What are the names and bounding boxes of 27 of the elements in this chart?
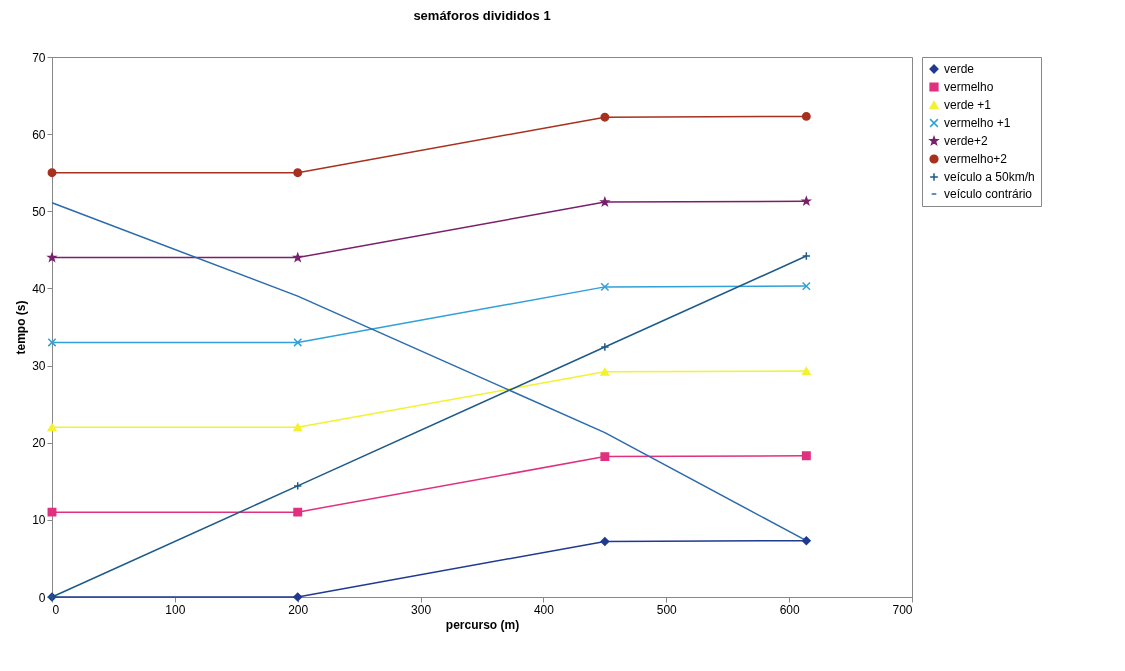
chart-title: semáforos divididos 1 bbox=[413, 8, 551, 23]
x-tick-label: 600 bbox=[779, 602, 800, 617]
x-tick-label: 400 bbox=[533, 602, 555, 617]
y-tick-label: 40 bbox=[32, 281, 46, 296]
legend-label: verde bbox=[944, 62, 975, 76]
y-tick-label: 30 bbox=[32, 359, 46, 374]
legend-label: verde +1 bbox=[944, 98, 992, 112]
legend-label: vermelho+2 bbox=[944, 152, 1008, 166]
y-tick-label: 10 bbox=[32, 513, 46, 528]
y-tick-label: 0 bbox=[38, 590, 46, 605]
legend-label: veículo a 50km/h bbox=[944, 170, 1035, 184]
y-tick-label: 70 bbox=[32, 50, 46, 65]
legend-label: veículo contrário bbox=[944, 187, 1033, 201]
x-axis-title: percurso (m) bbox=[445, 617, 520, 632]
x-tick-label: 700 bbox=[892, 602, 913, 617]
y-tick-label: 20 bbox=[32, 436, 46, 451]
x-tick-label: 500 bbox=[656, 602, 678, 617]
y-tick-label: 50 bbox=[32, 204, 46, 219]
y-tick-label: 60 bbox=[32, 127, 46, 142]
legend-label: verde+2 bbox=[944, 134, 989, 148]
legend-label: vermelho bbox=[944, 80, 994, 94]
x-tick-label: 300 bbox=[411, 602, 432, 617]
x-tick-label: 200 bbox=[288, 602, 309, 617]
x-tick-label: 100 bbox=[165, 602, 186, 617]
legend-label: vermelho +1 bbox=[944, 116, 1011, 130]
y-axis-title: tempo (s) bbox=[14, 300, 29, 355]
x-tick-label: 0 bbox=[52, 602, 60, 617]
